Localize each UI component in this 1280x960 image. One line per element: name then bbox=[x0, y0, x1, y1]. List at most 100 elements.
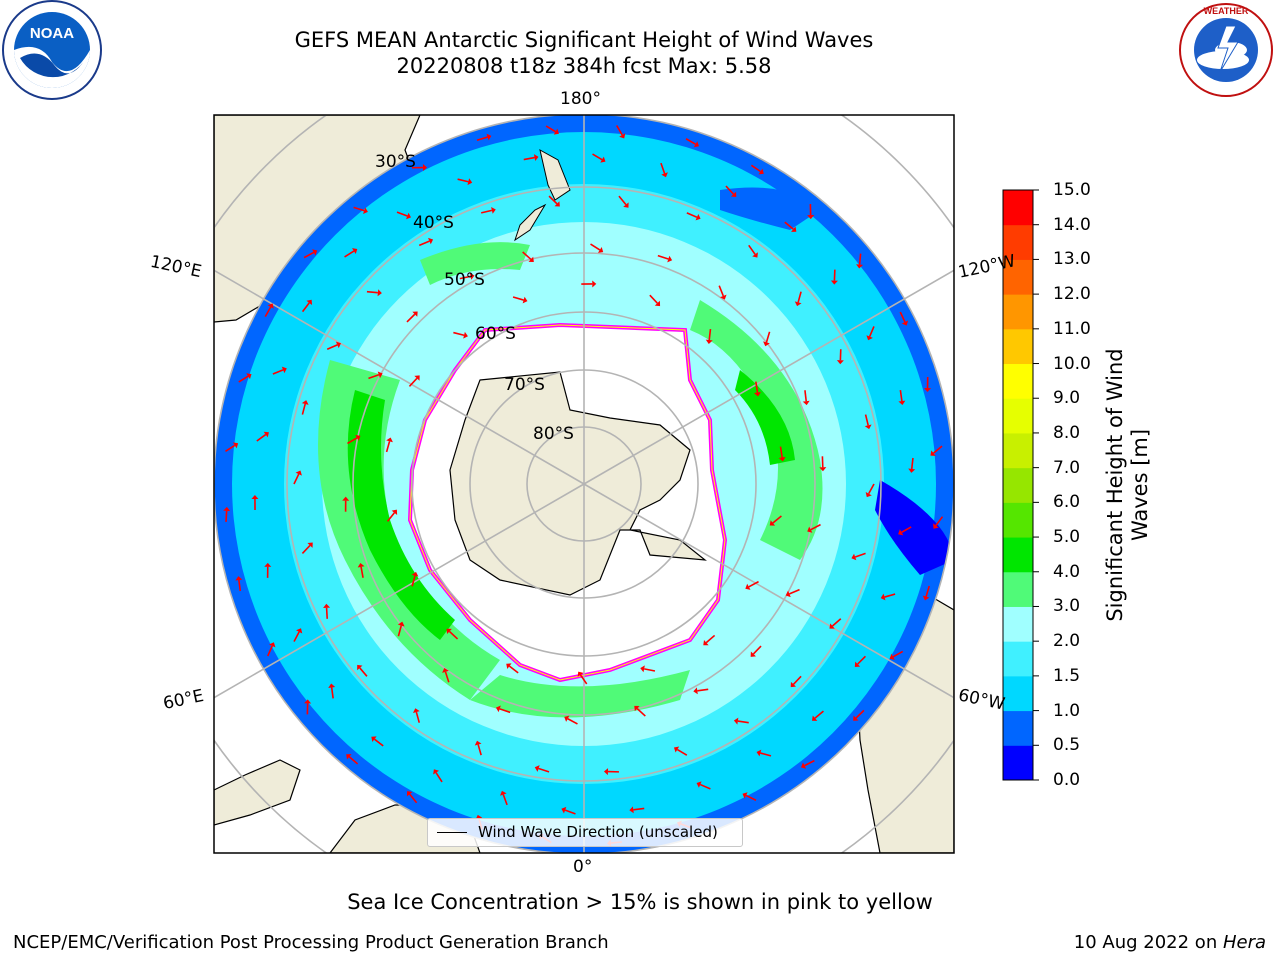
wave-arrow-shaft bbox=[512, 296, 524, 301]
colorbar-segment bbox=[1003, 467, 1033, 503]
wave-arrow-head bbox=[865, 491, 872, 498]
wave-arrow-shaft bbox=[344, 250, 355, 258]
colorbar-tick-label: 0.0 bbox=[1053, 770, 1081, 790]
map-legend: Wind Wave Direction (unscaled) bbox=[427, 818, 743, 847]
wave-arrow-shaft bbox=[649, 294, 658, 304]
wave-arrow-head bbox=[363, 207, 368, 215]
wave-arrow-head bbox=[534, 765, 540, 772]
chart-title-line1: GEFS MEAN Antarctic Significant Height o… bbox=[294, 28, 874, 52]
wave-arrow-head bbox=[412, 708, 420, 713]
deep-patch-n bbox=[720, 187, 820, 230]
wave-arrow-shaft bbox=[779, 446, 783, 458]
wave-arrow-shaft bbox=[579, 674, 588, 685]
wave-arrow-head bbox=[433, 769, 440, 775]
wave-arrow-head bbox=[467, 178, 473, 186]
wave-arrow-head bbox=[406, 212, 412, 220]
wave-arrow-shaft bbox=[925, 585, 931, 597]
wave-arrow-shaft bbox=[238, 375, 249, 383]
wave-arrow-shaft bbox=[406, 313, 416, 323]
wave-arrow-head bbox=[634, 705, 640, 712]
wave-arrow-head bbox=[312, 249, 318, 256]
wave-arrow-head bbox=[386, 437, 393, 443]
sea-ice-note: Sea Ice Concentration > 15% is shown in … bbox=[347, 890, 933, 914]
wave-arrow-head bbox=[830, 280, 838, 285]
wave-arrow-head bbox=[377, 371, 383, 379]
wave-arrow-head bbox=[491, 206, 496, 214]
wave-arrow-head bbox=[667, 255, 673, 263]
wave-arrow-head bbox=[864, 424, 872, 430]
wave-arrow-shaft bbox=[686, 212, 698, 218]
wave-arrow-shaft bbox=[868, 326, 875, 337]
colorbar-segment bbox=[1003, 259, 1033, 295]
wave-arrow-shaft bbox=[858, 253, 862, 265]
wave-arrow-shaft bbox=[396, 211, 408, 217]
wave-arrow-head bbox=[922, 595, 930, 601]
wave-arrow-shaft bbox=[225, 444, 236, 452]
colorbar-tick-label: 11.0 bbox=[1053, 318, 1091, 339]
wave-arrow-head bbox=[769, 520, 776, 526]
wave-arrow-head bbox=[930, 450, 936, 456]
wave-arrow-head bbox=[269, 642, 276, 648]
wave-arrow-shaft bbox=[499, 708, 511, 714]
lat-label-50s: 50°S bbox=[444, 270, 485, 290]
wave-arrow-head bbox=[898, 529, 904, 536]
wave-arrow-head bbox=[733, 717, 739, 725]
wave-arrow-head bbox=[597, 247, 604, 253]
colorbar-tick-label: 14.0 bbox=[1053, 214, 1091, 235]
wave-arrow-head bbox=[807, 526, 813, 533]
wave-arrow-shaft bbox=[831, 618, 842, 627]
wave-arrow-shaft bbox=[538, 767, 550, 773]
graticule bbox=[214, 115, 954, 853]
wave-arrow-head bbox=[756, 749, 762, 757]
colorbar-segment bbox=[1003, 328, 1033, 365]
wave-arrow-shaft bbox=[676, 748, 688, 756]
colorbar-tick-label: 13.0 bbox=[1053, 249, 1091, 270]
wave-arrow-head bbox=[592, 280, 597, 288]
wave-arrow-head bbox=[323, 603, 331, 608]
wave-arrow-head bbox=[554, 201, 560, 207]
wave-arrow-head bbox=[791, 226, 797, 232]
wave-arrow-head bbox=[528, 256, 534, 262]
wave-arrow-head bbox=[355, 434, 361, 441]
colorbar-label: Significant Height of Wind Waves [m] bbox=[1103, 348, 1152, 622]
wave-arrow-head bbox=[522, 296, 528, 304]
wave-arrow-head bbox=[267, 303, 274, 309]
wave-arrow-shaft bbox=[301, 302, 310, 313]
colorbar-segment bbox=[1003, 710, 1033, 746]
wave-arrow-head bbox=[703, 639, 709, 646]
wave-arrow-shaft bbox=[264, 306, 272, 317]
wave-arrow-head bbox=[851, 553, 857, 561]
wave-arrow-shaft bbox=[804, 759, 815, 767]
wave-arrow-head bbox=[754, 392, 761, 397]
colorbar-segment bbox=[1003, 190, 1033, 226]
wave-arrow-head bbox=[600, 156, 606, 163]
wave-arrow-shaft bbox=[411, 575, 416, 587]
wave-arrow-head bbox=[411, 571, 419, 577]
wave-arrow-shaft bbox=[476, 136, 488, 142]
wave-arrow-head bbox=[619, 133, 626, 139]
wave-arrow-head bbox=[412, 311, 418, 317]
wave-arrow-shaft bbox=[348, 756, 359, 765]
svg-text:NOAA: NOAA bbox=[30, 25, 74, 42]
colorbar-segment bbox=[1003, 398, 1033, 434]
wave-arrow-shaft bbox=[480, 209, 493, 214]
wave-arrow-head bbox=[819, 467, 827, 472]
wave-arrow-shaft bbox=[293, 473, 300, 485]
wave-arrow-head bbox=[898, 400, 906, 406]
wave-arrow-head bbox=[752, 252, 758, 258]
wave-arrow-shaft bbox=[755, 381, 759, 393]
wave-arrow-head bbox=[853, 715, 859, 721]
colorbar-segment bbox=[1003, 224, 1033, 260]
wave-arrow-shaft bbox=[772, 515, 782, 524]
wave-arrow-head bbox=[778, 456, 786, 462]
wave-arrow-head bbox=[785, 590, 791, 598]
wave-arrow-shaft bbox=[457, 178, 469, 183]
wave-arrow-head bbox=[561, 806, 567, 814]
wave-arrow-head bbox=[866, 335, 873, 341]
wave-arrow-shaft bbox=[660, 162, 666, 174]
wave-arrow-head bbox=[506, 663, 512, 669]
wave-arrow-shaft bbox=[810, 523, 821, 531]
wave-arrow-shaft bbox=[910, 457, 914, 470]
wave-arrow-shaft bbox=[933, 445, 943, 454]
